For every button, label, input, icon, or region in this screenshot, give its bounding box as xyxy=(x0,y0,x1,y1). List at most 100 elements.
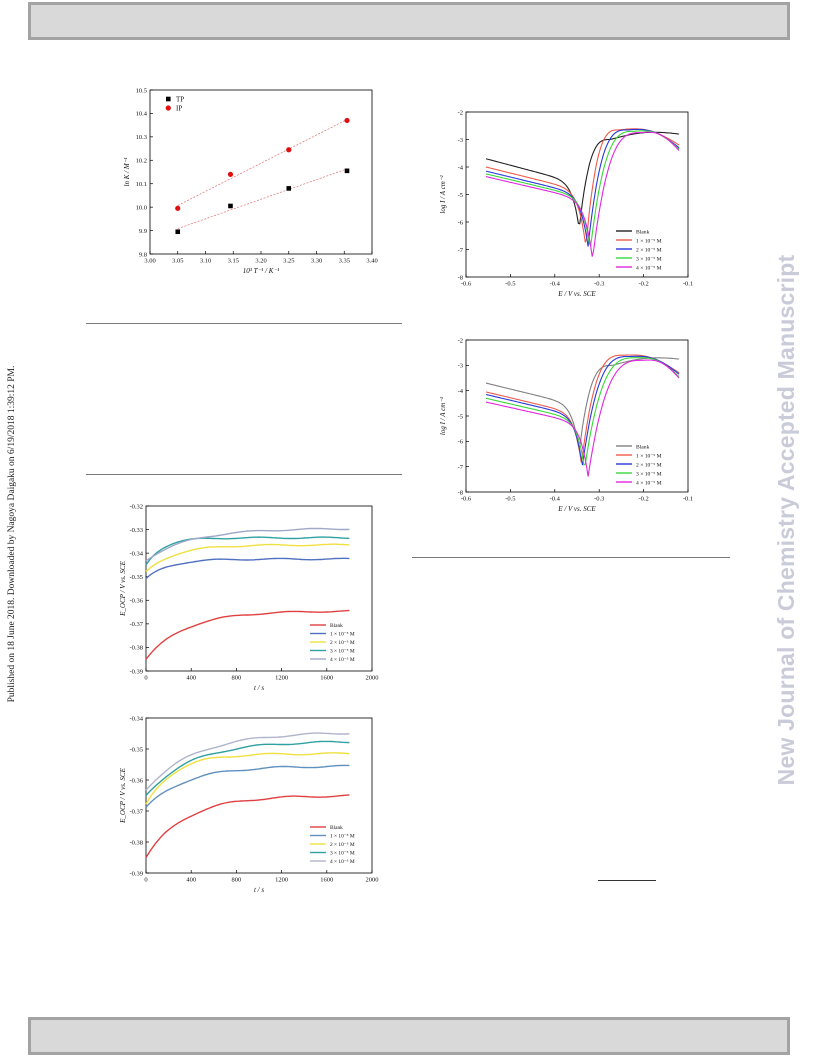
series-line xyxy=(485,128,680,247)
series-line xyxy=(145,732,350,791)
legend-label: Blank xyxy=(636,444,650,450)
y-tick-label: -0.34 xyxy=(129,550,143,557)
legend-label: 1 × 10⁻⁵ M xyxy=(330,834,355,840)
y-tick-label: -8 xyxy=(458,274,463,281)
legend-label: 1 × 10⁻⁵ M xyxy=(330,632,355,638)
y-tick-label: -0.34 xyxy=(129,715,143,722)
legend-label: 4 × 10⁻⁵ M xyxy=(330,859,355,865)
x-tick-label: 2000 xyxy=(366,877,379,884)
y-tick-label: -0.36 xyxy=(129,598,143,605)
y-tick-label: 10.5 xyxy=(136,87,147,94)
polarization-chart-1: -0.6 -0.5 -0.4 -0.3 -0.2 -0.1 -2 -3 -4 -5 -6 -7 -8 E … xyxy=(428,104,708,309)
header-bar xyxy=(28,2,790,40)
ocp-chart-2: 0 400 800 1200 1600 2000 -0.34 -0.35 -0.36 -0.37 -… xyxy=(106,712,386,907)
series-line xyxy=(145,752,350,805)
series-line xyxy=(485,357,680,448)
y-axis-label: E_OCP / V vs. SCE xyxy=(119,767,127,823)
ocp-chart-1: 0 400 800 1200 1600 2000 -0.32 -0.33 -0.34 -0.35 -… xyxy=(106,500,386,705)
y-tick-label: -0.35 xyxy=(129,746,143,753)
x-tick-label: -0.6 xyxy=(461,496,472,503)
y-tick-label: -0.37 xyxy=(129,621,143,628)
series-line xyxy=(145,543,350,572)
x-axis-label: t / s xyxy=(254,886,264,894)
x-tick-label: 0 xyxy=(144,675,147,682)
legend-label: 2 × 10⁻⁵ M xyxy=(330,842,355,848)
data-point xyxy=(344,168,350,174)
series-line xyxy=(145,527,350,562)
x-axis-label: 10³ T⁻¹ / K⁻¹ xyxy=(243,267,279,275)
y-axis-label: E_OCP / V vs. SCE xyxy=(119,560,127,616)
y-tick-label: 10.3 xyxy=(136,134,147,141)
series-line xyxy=(145,764,350,808)
y-axis-label: ln K / M⁻¹ xyxy=(123,158,131,187)
series-line xyxy=(485,357,680,466)
y-tick-label: -7 xyxy=(458,247,464,254)
legend-marker xyxy=(166,96,171,102)
y-tick-label: -0.36 xyxy=(129,777,143,784)
x-tick-label: -0.2 xyxy=(638,281,648,288)
x-tick-label: 3.05 xyxy=(172,258,183,265)
x-tick-label: -0.4 xyxy=(550,496,561,503)
x-tick-label: -0.1 xyxy=(683,496,693,503)
legend-label: 2 × 10⁻⁵ M xyxy=(636,247,662,253)
y-tick-label: -0.39 xyxy=(129,668,143,675)
journal-watermark: New Journal of Chemistry Accepted Manusc… xyxy=(773,254,799,786)
plot-frame xyxy=(145,505,373,672)
y-tick-label: -0.35 xyxy=(129,574,143,581)
y-tick-label: 10.4 xyxy=(136,111,148,118)
x-tick-label: 3.20 xyxy=(255,258,266,265)
x-tick-label: -0.3 xyxy=(594,496,604,503)
x-tick-label: -0.5 xyxy=(505,496,515,503)
x-tick-label: 3.00 xyxy=(144,258,155,265)
x-tick-label: 1600 xyxy=(320,675,333,682)
legend-label: Blank xyxy=(330,623,343,629)
y-tick-label: -4 xyxy=(458,388,464,395)
legend-label: 4 × 10⁻⁵ M xyxy=(330,657,355,663)
y-tick-label: -0.38 xyxy=(129,839,143,846)
x-tick-label: 400 xyxy=(186,675,196,682)
caption-rule-1 xyxy=(86,323,402,324)
legend-label: 4 × 10⁻⁵ M xyxy=(636,480,662,486)
x-tick-label: 3.25 xyxy=(283,258,294,265)
y-tick-label: 9.9 xyxy=(139,228,147,235)
y-tick-label: -7 xyxy=(458,464,464,471)
legend-label: Blank xyxy=(330,825,343,831)
x-axis-label: E / V vs. SCE xyxy=(557,290,596,298)
legend-label: IP xyxy=(176,105,182,113)
y-tick-label: -0.38 xyxy=(129,645,143,652)
fit-line xyxy=(177,119,348,206)
legend-label: 2 × 10⁻⁵ M xyxy=(330,640,355,646)
data-point xyxy=(227,171,234,177)
caption-rule-3 xyxy=(412,557,730,558)
y-tick-label: 9.8 xyxy=(139,251,147,258)
x-tick-label: 400 xyxy=(186,877,196,884)
series-line xyxy=(145,794,350,858)
legend-label: Blank xyxy=(636,229,650,235)
y-tick-label: -2 xyxy=(458,109,463,116)
x-tick-label: 1600 xyxy=(320,877,333,884)
x-tick-label: -0.5 xyxy=(505,281,515,288)
plot-frame xyxy=(465,339,689,493)
polarization-chart-2: -0.6 -0.5 -0.4 -0.3 -0.2 -0.1 -2 -3 -4 -5 -6 -7 -8 E … xyxy=(428,332,708,524)
y-tick-label: -3 xyxy=(458,137,463,144)
x-tick-label: 3.15 xyxy=(228,258,239,265)
arrhenius-chart: 3.00 3.05 3.10 3.15 3.20 3.25 3.30 3.35 3.40 9.8 9… xyxy=(108,84,388,284)
series-line xyxy=(485,355,680,466)
x-tick-label: 800 xyxy=(232,675,242,682)
y-tick-label: -0.33 xyxy=(129,527,143,534)
legend-marker xyxy=(165,105,171,111)
x-tick-label: 3.10 xyxy=(200,258,211,265)
y-tick-label: 10.1 xyxy=(136,181,147,188)
y-tick-label: -0.32 xyxy=(129,503,143,510)
x-tick-label: 3.30 xyxy=(311,258,322,265)
legend-label: 1 × 10⁻⁵ M xyxy=(636,453,662,459)
series-line xyxy=(145,536,350,566)
y-tick-label: -4 xyxy=(458,164,464,171)
plot-frame xyxy=(149,89,373,255)
data-point xyxy=(175,205,181,211)
legend-label: 1 × 10⁻⁵ M xyxy=(636,238,662,244)
y-axis-label: log I / A cm⁻² xyxy=(439,175,447,214)
footer-bar xyxy=(28,1017,790,1055)
x-tick-label: 3.40 xyxy=(366,258,377,265)
legend-label: 3 × 10⁻⁵ M xyxy=(330,851,355,857)
